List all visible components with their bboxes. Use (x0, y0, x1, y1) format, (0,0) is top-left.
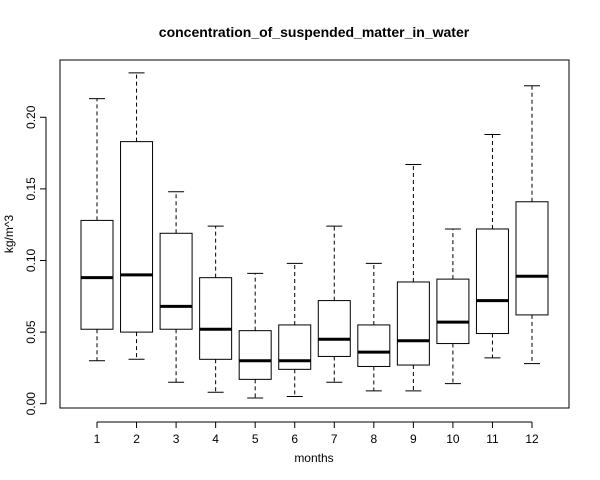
box-month-6 (278, 262, 312, 398)
x-tick-label: 5 (252, 432, 259, 446)
iqr-box (199, 277, 233, 360)
x-tick-label: 12 (525, 432, 539, 446)
x-axis-label: months (294, 451, 333, 465)
box-month-10 (436, 228, 470, 385)
iqr-box (357, 324, 391, 367)
x-tick-label: 9 (410, 432, 417, 446)
plot-frame (59, 59, 570, 409)
box-month-1 (80, 98, 114, 362)
box-month-7 (317, 225, 351, 383)
box-month-5 (238, 272, 272, 399)
box-month-11 (475, 133, 509, 359)
box-month-3 (159, 191, 193, 383)
y-axis-label: kg/m^3 (2, 215, 16, 254)
chart-title: concentration_of_suspended_matter_in_wat… (159, 24, 470, 40)
iqr-box (238, 330, 272, 380)
x-tick-label: 10 (446, 432, 460, 446)
x-tick-label: 4 (212, 432, 219, 446)
x-axis: 1 2 3 4 5 6 7 8 9 10 11 12 (94, 421, 539, 446)
x-tick-label: 11 (486, 432, 499, 446)
box-month-4 (199, 225, 233, 393)
box-month-2 (120, 72, 154, 360)
iqr-box (159, 232, 193, 330)
iqr-box (120, 141, 154, 333)
y-tick-label: 0.20 (24, 105, 38, 129)
x-tick-label: 3 (173, 432, 180, 446)
y-tick-label: 0.00 (24, 392, 38, 416)
y-tick-label: 0.15 (24, 177, 38, 201)
x-tick-label: 6 (291, 432, 298, 446)
y-axis: 0.00 0.05 0.10 0.15 0.20 (24, 105, 47, 416)
box-month-12 (515, 85, 549, 365)
iqr-box (278, 324, 312, 370)
x-tick-label: 1 (94, 432, 101, 446)
x-tick-label: 2 (133, 432, 140, 446)
iqr-box (80, 219, 114, 330)
y-tick-label: 0.05 (24, 320, 38, 344)
y-tick-label: 0.10 (24, 248, 38, 272)
box-month-9 (396, 164, 430, 392)
iqr-box (475, 228, 509, 335)
x-tick-label: 7 (331, 432, 338, 446)
boxes-layer (80, 72, 549, 399)
iqr-box (396, 281, 430, 366)
x-tick-label: 8 (370, 432, 377, 446)
box-month-8 (357, 262, 391, 392)
iqr-box (436, 278, 470, 345)
iqr-box (317, 300, 351, 357)
iqr-box (515, 201, 549, 316)
